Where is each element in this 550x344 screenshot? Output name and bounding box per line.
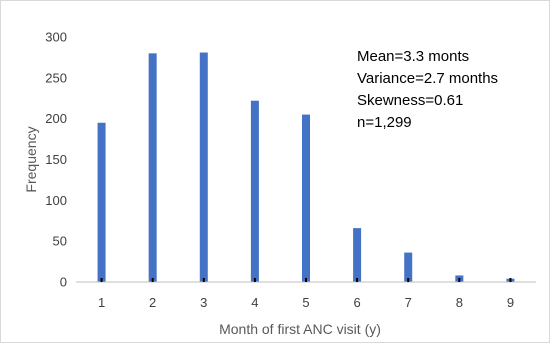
x-tick-label: 1 [98, 295, 105, 310]
statistics-annotation: Mean=3.3 monts Variance=2.7 months Skewnes… [357, 48, 498, 131]
x-tick-label: 2 [149, 295, 156, 310]
bar [353, 228, 362, 282]
x-tick-label: 6 [353, 295, 360, 310]
annotation-line: n=1,299 [357, 114, 412, 131]
x-tick-label: 5 [302, 295, 309, 310]
x-axis-title: Month of first ANC visit (y) [219, 321, 381, 337]
bar [97, 122, 106, 282]
annotation-line: Mean=3.3 monts [357, 48, 469, 65]
y-axis: 0 50 100 150 200 250 300 [45, 30, 67, 290]
bar [302, 114, 310, 282]
bar [199, 52, 208, 283]
x-tick-label: 7 [405, 295, 412, 310]
annotation-line: Variance=2.7 months [357, 70, 498, 87]
y-tick-label: 150 [45, 152, 67, 167]
x-tick-label: 8 [456, 295, 463, 310]
bar [250, 100, 259, 282]
y-tick-label: 0 [60, 275, 67, 290]
annotation-line: Skewness=0.61 [357, 92, 463, 109]
y-tick-label: 250 [45, 70, 67, 85]
bar [404, 252, 413, 282]
y-tick-label: 300 [45, 30, 67, 45]
y-axis-title: Frequency [23, 126, 39, 192]
x-axis: 1 2 3 4 5 6 7 8 9 [98, 278, 514, 310]
y-tick-label: 200 [45, 111, 67, 126]
x-tick-label: 3 [200, 295, 207, 310]
x-tick-label: 9 [507, 295, 514, 310]
y-tick-label: 50 [53, 234, 67, 249]
x-tick-label: 4 [251, 295, 258, 310]
y-tick-label: 100 [45, 193, 67, 208]
bar [148, 53, 157, 283]
